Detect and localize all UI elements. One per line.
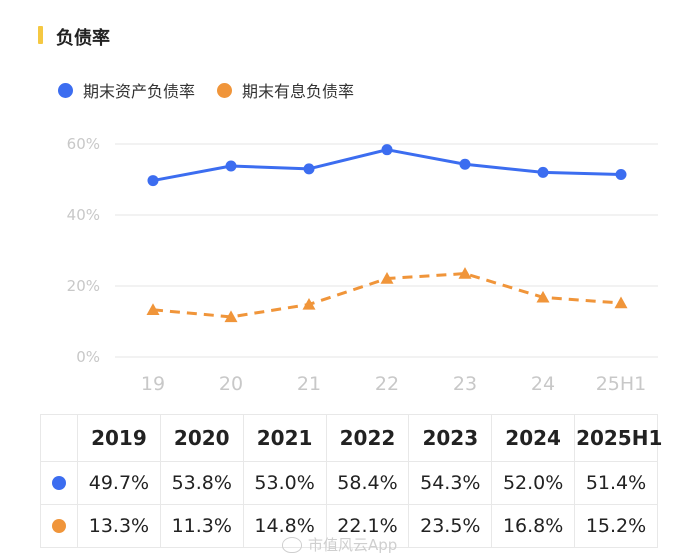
title-accent-bar (38, 26, 43, 44)
x-tick-label: 22 (375, 373, 399, 395)
y-tick-label: 60% (67, 135, 100, 153)
table-header-cell: 2023 (408, 414, 493, 462)
x-tick-label: 19 (141, 373, 165, 395)
x-tick-label: 20 (219, 373, 243, 395)
chart-title: 负债率 (56, 28, 110, 49)
data-point (537, 166, 549, 178)
data-point (225, 160, 237, 172)
data-point (146, 303, 160, 315)
table-cell: 16.8% (491, 503, 576, 549)
table-header-cell: 2020 (159, 414, 244, 462)
data-point (614, 296, 628, 309)
watermark: 市值风云App (282, 534, 397, 555)
table-cell: 51.4% (574, 460, 658, 505)
table-row-marker (40, 460, 78, 505)
x-tick-label: 25H1 (596, 373, 647, 395)
y-tick-label: 40% (67, 206, 100, 224)
legend-item-asset-liability: 期末资产负债率 (58, 78, 195, 102)
table-cell: 13.3% (77, 503, 161, 549)
table-header-cell: 2022 (325, 414, 410, 462)
table-cell: 49.7% (77, 460, 161, 505)
weibo-icon (282, 536, 302, 553)
table-cell: 23.5% (408, 503, 493, 549)
legend-dot-icon (58, 82, 73, 98)
table-row: 49.7% 53.8% 53.0% 58.4% 54.3% 52.0% 51.4… (40, 460, 658, 505)
legend-label: 期末有息负债率 (242, 82, 355, 101)
y-tick-label: 0% (76, 348, 100, 366)
data-point (303, 163, 315, 175)
table-corner-cell (40, 414, 78, 462)
y-tick-label: 20% (67, 277, 100, 295)
table-cell: 11.3% (159, 503, 244, 549)
table-cell: 54.3% (408, 460, 493, 505)
data-point (381, 144, 393, 156)
row-dot-icon (52, 519, 66, 534)
data-point (459, 158, 471, 170)
data-point (302, 297, 316, 310)
data-point (224, 310, 238, 323)
x-tick-label: 24 (531, 373, 555, 395)
watermark-text: 市值风云App (308, 536, 398, 554)
x-tick-label: 21 (297, 373, 321, 395)
x-tick-label: 23 (453, 373, 477, 395)
legend-item-interest-bearing: 期末有息负债率 (217, 78, 354, 102)
data-point (536, 290, 550, 303)
legend-dot-icon (217, 82, 233, 98)
legend-label: 期末资产负债率 (83, 82, 196, 101)
table-header-row: 2019 2020 2021 2022 2023 2024 2025H1 (40, 414, 662, 462)
table-cell: 58.4% (325, 460, 410, 505)
table-row-marker (40, 503, 78, 549)
table-cell: 52.0% (491, 460, 576, 505)
line-chart: 0% 20% 40% 60% 19 20 21 22 23 24 25H1 (67, 135, 658, 395)
data-table: 2019 2020 2021 2022 2023 2024 2025H1 49.… (40, 414, 662, 549)
table-header-cell: 2024 (491, 414, 576, 462)
data-point (380, 272, 394, 284)
table-header-cell: 2021 (242, 414, 327, 462)
chart-legend: 期末资产负债率 期末有息负债率 (58, 78, 376, 102)
row-dot-icon (52, 476, 66, 491)
data-point (147, 175, 159, 187)
data-point (615, 169, 627, 181)
table-cell: 53.0% (242, 460, 327, 505)
table-header-cell: 2019 (77, 414, 161, 462)
table-cell: 15.2% (574, 503, 658, 549)
data-point (458, 267, 472, 279)
table-header-cell: 2025H1 (574, 414, 662, 462)
table-cell: 53.8% (159, 460, 244, 505)
table-row: 13.3% 11.3% 14.8% 22.1% 23.5% 16.8% 15.2… (40, 503, 658, 549)
